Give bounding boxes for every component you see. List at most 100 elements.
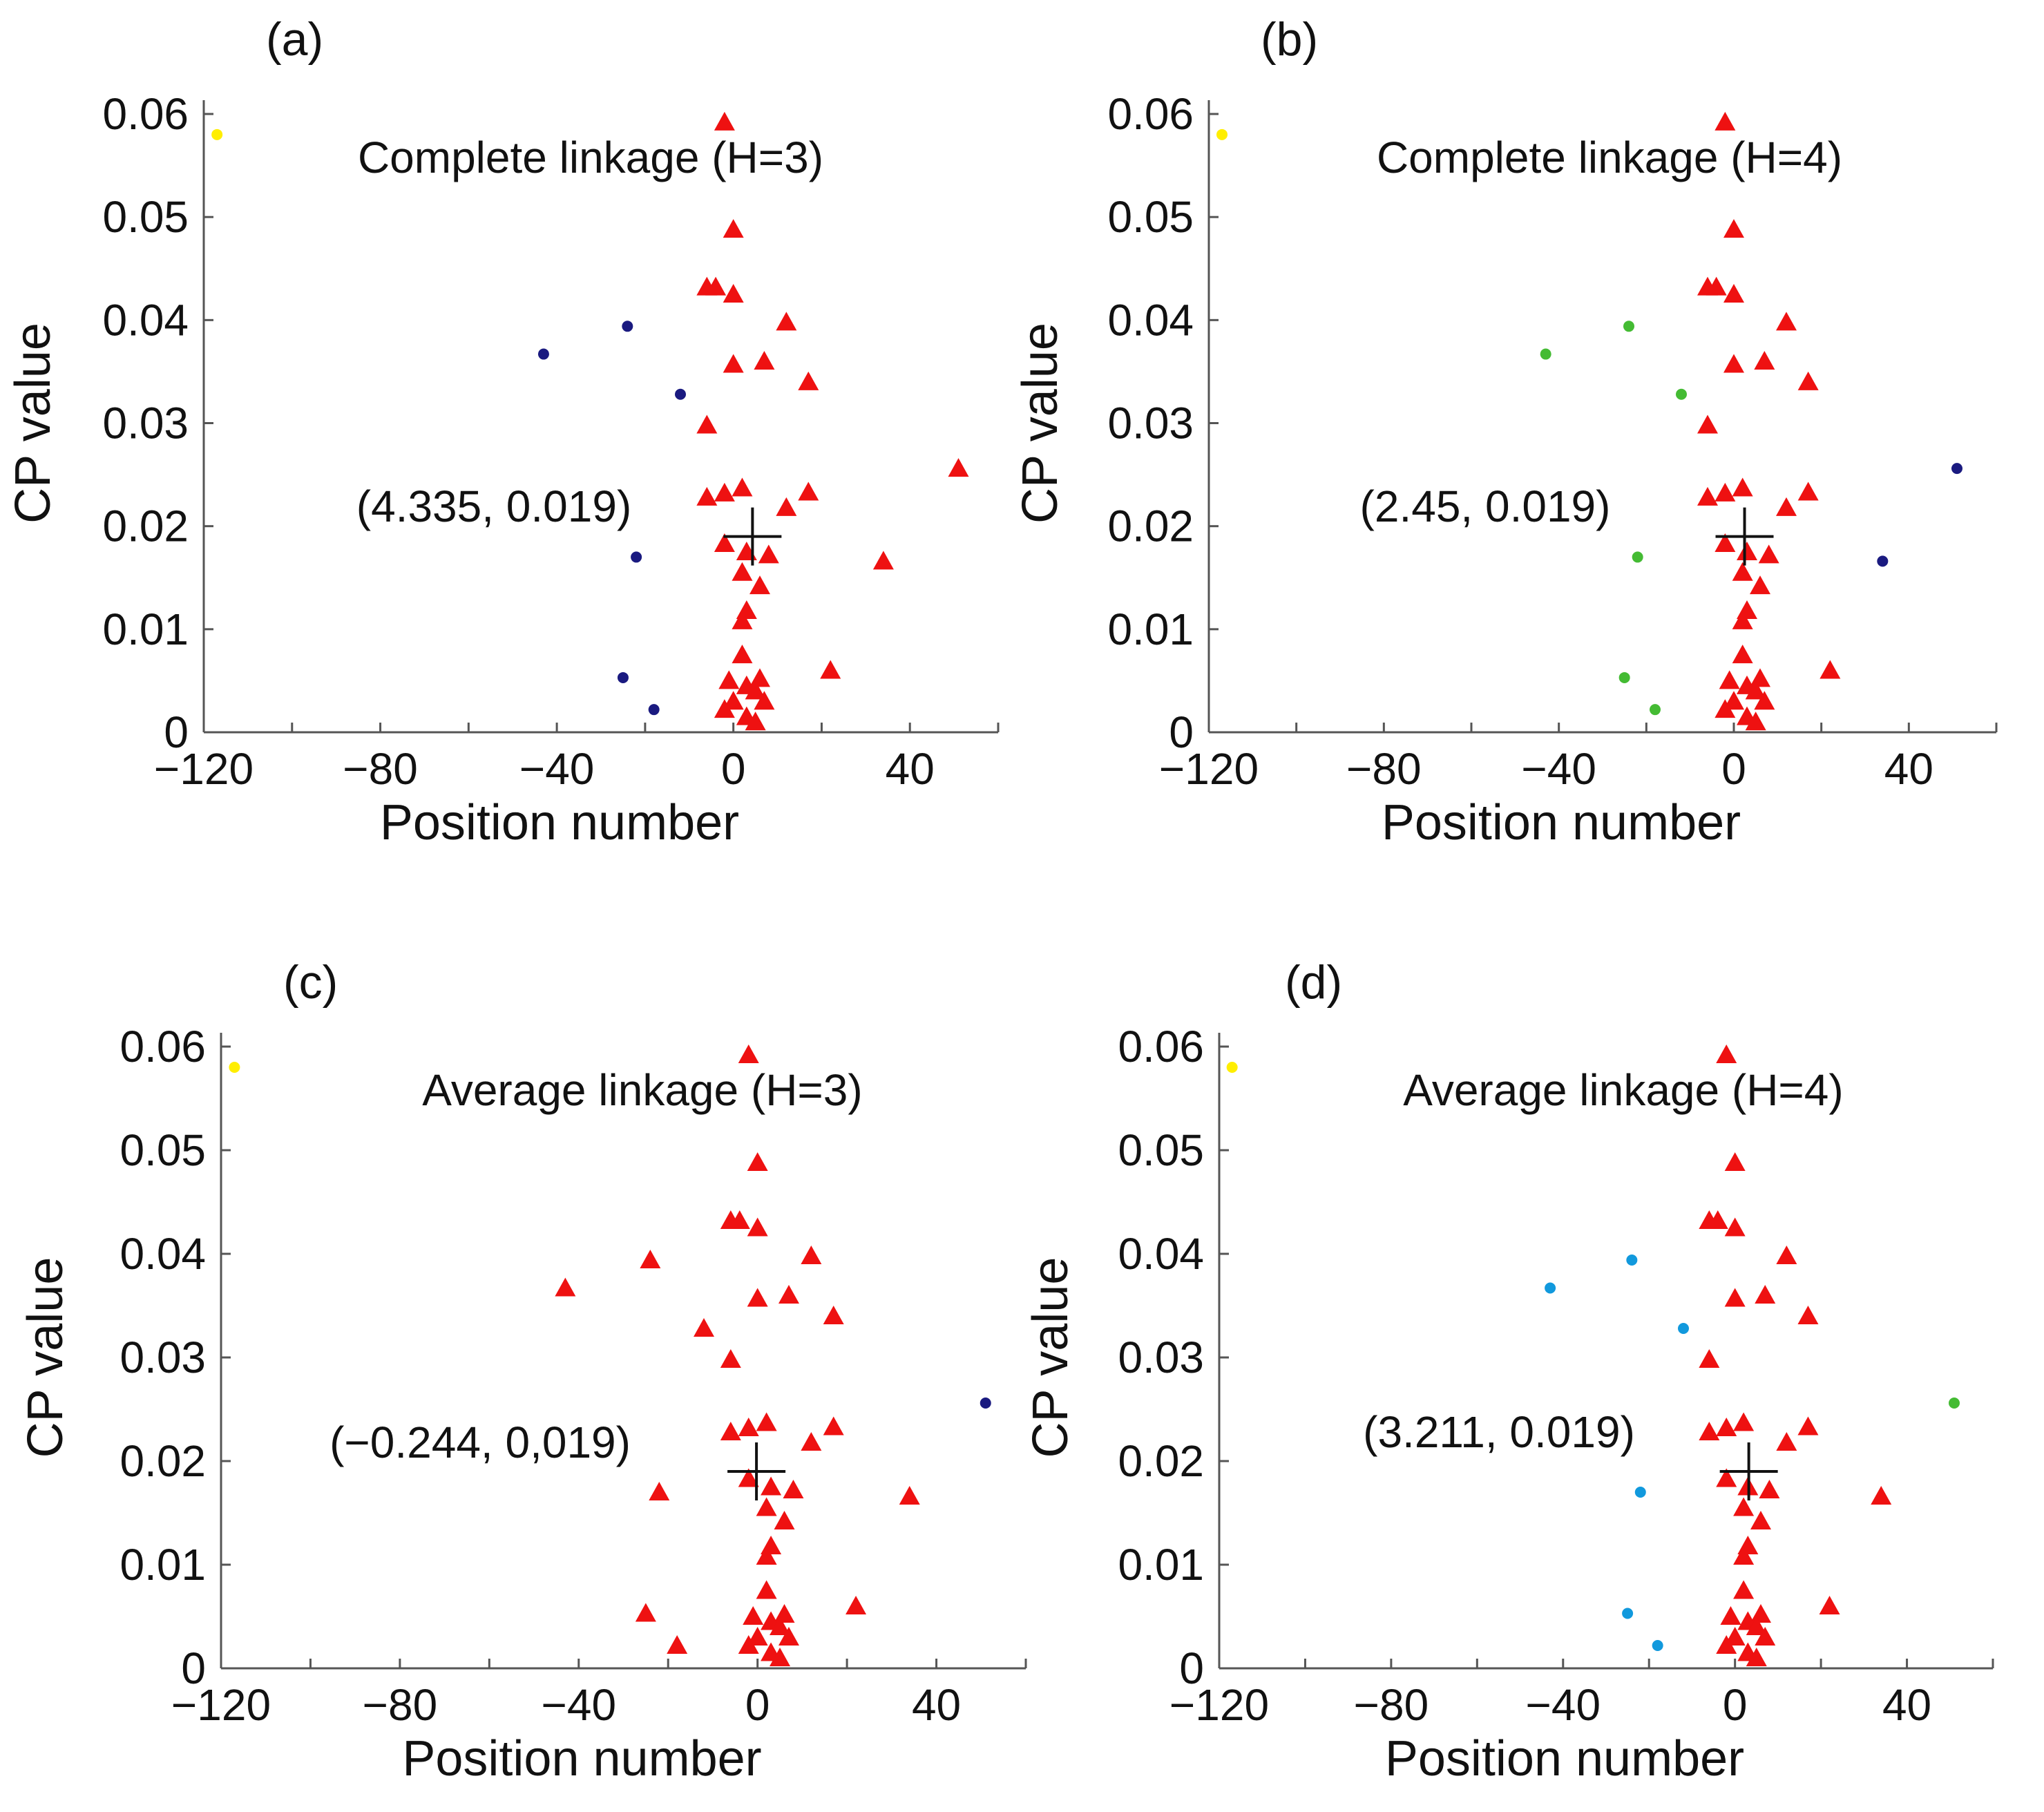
data-point-triangle	[801, 1246, 822, 1264]
data-point-triangle	[774, 1604, 795, 1623]
data-point-triangle	[1755, 1285, 1776, 1304]
x-tick-label: 40	[1884, 744, 1933, 794]
data-point-triangle	[747, 1152, 768, 1171]
data-point-triangle	[732, 645, 753, 664]
data-point-dot	[1540, 348, 1551, 360]
data-point-dot	[631, 551, 642, 563]
data-point-triangle	[899, 1486, 920, 1505]
y-tick-label: 0.03	[102, 399, 189, 448]
data-point-triangle	[1723, 691, 1744, 710]
x-tick-label: −80	[363, 1680, 438, 1730]
y-tick-label: 0.01	[1107, 604, 1194, 654]
centroid-label: (3.211, 0.019)	[1363, 1407, 1635, 1457]
data-point-triangle	[649, 1482, 670, 1500]
data-point-triangle	[732, 610, 753, 629]
x-axis-title: Position number	[402, 1731, 761, 1786]
y-axis-title: CP value	[18, 1257, 73, 1458]
data-point-triangle	[776, 312, 797, 331]
data-point-triangle	[1697, 486, 1718, 506]
data-point-triangle	[1797, 371, 1819, 390]
data-point-triangle	[774, 1511, 795, 1529]
data-point-triangle	[747, 1627, 768, 1646]
x-tick-label: −40	[519, 744, 595, 794]
data-point-triangle	[1715, 482, 1736, 502]
data-point-triangle	[640, 1250, 661, 1268]
data-point-triangle	[1745, 712, 1766, 731]
data-point-triangle	[1723, 219, 1744, 238]
data-point-triangle	[749, 668, 770, 687]
data-point-triangle	[846, 1596, 867, 1614]
data-point-triangle	[1724, 1288, 1746, 1307]
centroid-label: (2.45, 0.019)	[1360, 481, 1611, 531]
data-point-triangle	[1797, 481, 1819, 501]
data-point-triangle	[1715, 111, 1736, 131]
x-tick-label: −120	[1159, 744, 1259, 794]
data-point-triangle	[798, 481, 819, 501]
data-point-triangle	[1724, 1217, 1746, 1237]
data-point-dot	[980, 1398, 991, 1409]
data-point-triangle	[801, 1432, 822, 1451]
data-point-triangle	[1750, 575, 1770, 595]
data-point-dot	[1618, 671, 1630, 683]
y-axis-title: CP value	[1023, 1257, 1078, 1458]
data-point-triangle	[1797, 1306, 1819, 1324]
data-point-triangle	[1797, 1416, 1819, 1436]
data-point-triangle	[747, 1217, 768, 1237]
data-point-dot	[622, 321, 633, 332]
data-point-triangle	[1720, 1606, 1741, 1625]
x-tick-label: 0	[745, 1680, 770, 1730]
data-point-dot	[1623, 321, 1634, 332]
x-tick-label: −80	[1346, 744, 1422, 794]
data-point-triangle	[1733, 1412, 1755, 1431]
data-point-triangle	[1819, 1596, 1840, 1614]
data-point-triangle	[1745, 680, 1766, 700]
data-point-triangle	[1732, 477, 1753, 497]
data-point-triangle	[823, 1416, 844, 1436]
chart-subtitle: Complete linkage (H=3)	[358, 133, 823, 182]
chart-subtitle: Average linkage (H=3)	[422, 1065, 862, 1115]
x-tick-label: −40	[541, 1680, 616, 1730]
data-point-triangle	[1733, 1580, 1755, 1599]
data-point-triangle	[1819, 660, 1841, 679]
centroid-label: (4.335, 0.019)	[356, 481, 632, 531]
data-point-triangle	[1699, 1422, 1720, 1440]
data-point-triangle	[756, 1580, 777, 1599]
data-point-triangle	[820, 660, 841, 679]
panel-b: −120 −80 −40 0 40 0 0.01 0.02 0.03 0.04 0.05 0.06 Po…	[1013, 13, 1998, 850]
data-point-triangle	[714, 533, 735, 553]
data-point-dot	[617, 671, 629, 683]
x-tick-label: 0	[1723, 1680, 1748, 1730]
y-tick-label: 0	[1169, 707, 1194, 757]
data-point-triangle	[749, 575, 770, 595]
data-point-triangle	[872, 551, 894, 570]
x-tick-label: 40	[912, 1680, 961, 1730]
data-point-triangle	[1776, 497, 1797, 516]
data-point-triangle	[635, 1603, 656, 1622]
y-tick-label: 0.03	[1107, 399, 1194, 448]
data-point-dot	[537, 348, 549, 360]
data-point-triangle	[1723, 284, 1744, 303]
data-point-triangle	[1737, 541, 1757, 560]
data-point-triangle	[758, 544, 779, 564]
y-tick-label: 0.01	[120, 1540, 206, 1590]
x-axis-title: Position number	[380, 795, 739, 850]
data-point-triangle	[1754, 691, 1775, 710]
data-point-triangle	[714, 699, 735, 718]
x-tick-label: 0	[1721, 744, 1746, 794]
y-tick-label: 0	[1179, 1643, 1204, 1693]
data-point-triangle	[723, 354, 744, 373]
data-point-dot	[1216, 128, 1228, 140]
data-point-triangle	[1716, 1418, 1737, 1436]
data-point-dot	[675, 388, 686, 400]
data-point-dot	[1545, 1282, 1556, 1294]
data-point-dot	[1622, 1608, 1634, 1619]
data-point-triangle	[1715, 533, 1736, 553]
x-tick-label: −40	[1521, 744, 1596, 794]
data-point-triangle	[823, 1306, 844, 1324]
data-point-triangle	[1733, 1546, 1755, 1565]
data-point-triangle	[747, 1288, 768, 1307]
data-point-triangle	[1776, 1432, 1797, 1451]
data-point-triangle	[1732, 610, 1753, 629]
x-tick-label: 0	[721, 744, 746, 794]
data-point-triangle	[783, 1480, 804, 1498]
